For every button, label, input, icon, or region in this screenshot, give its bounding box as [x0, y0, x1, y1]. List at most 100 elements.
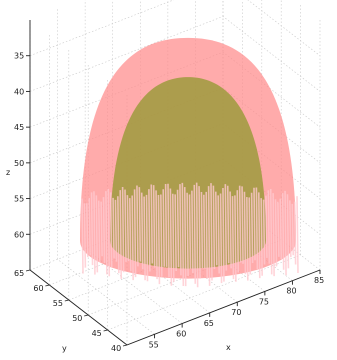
fringe-spike	[136, 185, 139, 267]
fringe-spike	[200, 191, 204, 269]
fringe-spike	[183, 187, 187, 287]
floor-grid-y	[107, 254, 301, 331]
z-tick-label: 45	[14, 123, 24, 132]
y-tick-label: 55	[53, 299, 63, 308]
fringe-spike	[217, 195, 220, 274]
fringe-spike	[291, 203, 295, 256]
fringe-spike	[248, 197, 252, 275]
y-tick-label: 40	[111, 344, 121, 353]
fringe-spike	[272, 193, 275, 277]
fringe-spike	[138, 187, 142, 262]
fringe-spike	[214, 191, 218, 266]
fringe-spike	[83, 203, 87, 268]
fringe-spike	[198, 186, 201, 279]
fringe-spike	[105, 191, 108, 275]
fringe-spike	[97, 200, 101, 262]
fringe-spike	[93, 191, 96, 275]
fringe-spike	[191, 190, 194, 274]
fringe-spike	[124, 189, 127, 262]
fringe-spike	[155, 190, 158, 280]
fringe-spike	[128, 198, 132, 272]
fringe-spike	[114, 199, 118, 262]
z-tick-label: 40	[14, 87, 24, 96]
fringe-spike	[255, 187, 259, 270]
fringe-spike	[171, 193, 175, 282]
fringe-spike	[238, 185, 242, 263]
y-tick	[84, 314, 89, 317]
fringe-spike	[88, 198, 91, 256]
floor-grid-x	[57, 259, 155, 335]
fringe-spike	[234, 195, 237, 282]
y-tick-label: 50	[72, 314, 82, 323]
fringe-spike	[143, 196, 146, 281]
fringe-spike	[269, 188, 273, 275]
fringe-spike	[210, 183, 213, 281]
fringe-spike	[224, 184, 228, 271]
fringe-spike	[207, 186, 211, 286]
y-axis-line	[29, 269, 128, 346]
wall-grid-z	[29, 16, 321, 92]
fringe-spike	[150, 184, 154, 264]
fringe-spike	[81, 198, 84, 274]
y-axis-label: y	[62, 344, 67, 353]
surface-fringe	[81, 182, 299, 288]
fringe-spike	[222, 187, 225, 282]
fringe-spike	[267, 190, 271, 264]
fringe-spike	[241, 186, 244, 264]
fringe-spike	[293, 201, 297, 265]
fringe-spike	[246, 197, 249, 281]
y-tick	[103, 329, 108, 332]
fringe-spike	[205, 191, 209, 279]
fringe-spike	[100, 201, 103, 257]
x-tick-label: 65	[204, 319, 214, 328]
fringe-spike	[140, 192, 144, 270]
fringe-spike	[193, 184, 197, 284]
fringe-spike	[257, 192, 261, 279]
fringe-spike	[117, 196, 120, 274]
fringe-spike	[188, 194, 192, 269]
fringe-spike	[109, 192, 113, 267]
fringe-spike	[186, 192, 189, 277]
fringe-spike	[296, 196, 299, 274]
fringe-spike	[203, 194, 206, 269]
x-tick-label: 70	[231, 308, 241, 317]
fringe-spike	[284, 190, 287, 276]
z-axis-label: z	[6, 168, 10, 177]
fringe-spike	[250, 192, 254, 264]
x-axis-label: x	[226, 343, 231, 352]
y-tick-label: 45	[92, 329, 102, 338]
fringe-spike	[176, 189, 180, 268]
x-tick-label: 55	[149, 340, 159, 349]
fringe-spike	[90, 192, 94, 266]
fringe-spike	[262, 199, 266, 265]
x-axis-line	[126, 269, 321, 346]
fringe-spike	[231, 196, 235, 280]
fringe-spike	[174, 194, 177, 272]
fringe-spike	[112, 197, 115, 259]
fringe-spike	[85, 203, 89, 258]
fringe-spike	[164, 184, 168, 267]
fringe-spike	[179, 184, 182, 276]
fringe-spike	[253, 187, 256, 261]
tick-labels: 55 60 65 70 75 80 85 40 45 50 55 60 65 35 40 45 50 55 60	[14, 52, 324, 353]
fringe-spike	[133, 189, 137, 278]
fringe-spike	[289, 200, 292, 258]
fringe-spike	[286, 194, 290, 269]
z-tick-label: 50	[14, 159, 24, 168]
fringe-spike	[157, 194, 161, 285]
fringe-spike	[279, 198, 283, 260]
fringe-spike	[148, 189, 151, 272]
fringe-spike	[274, 199, 278, 267]
fringe-spike	[152, 185, 156, 268]
y-tick-label: 65	[14, 269, 24, 278]
fringe-spike	[243, 191, 247, 275]
fringe-spike	[162, 189, 166, 267]
fringe-spike	[160, 194, 163, 277]
y-tick	[122, 344, 128, 347]
z-tick-label: 55	[14, 195, 24, 204]
x-tick-label: 75	[259, 297, 269, 306]
axes	[29, 20, 321, 346]
y-tick	[25, 269, 31, 272]
fringe-spike	[229, 191, 232, 269]
